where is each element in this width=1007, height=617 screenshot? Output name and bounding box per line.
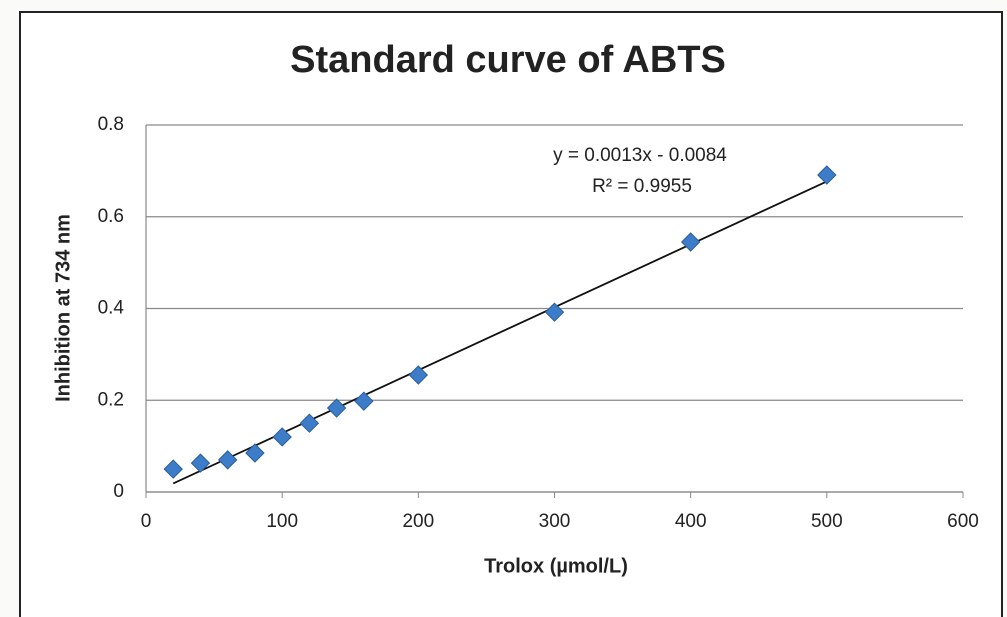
y-tick-label: 0.8 xyxy=(98,114,124,135)
y-tick-label: 0 xyxy=(113,481,124,502)
chart-frame xyxy=(20,12,1002,617)
y-tick-label: 0.2 xyxy=(98,389,124,410)
x-tick-label: 300 xyxy=(539,511,571,532)
y-axis-label: Inhibition at 734 nm xyxy=(52,214,74,402)
x-tick-label: 100 xyxy=(266,511,298,532)
x-tick-label: 400 xyxy=(675,511,707,532)
equation-annotation: y = 0.0013x - 0.0084 xyxy=(553,145,727,166)
y-tick-label: 0.4 xyxy=(98,298,125,319)
x-tick-label: 0 xyxy=(141,511,152,532)
chart: Standard curve of ABTS Trolox (µmol/L) I… xyxy=(0,0,1007,617)
r-squared-annotation: R² = 0.9955 xyxy=(592,176,692,197)
x-axis-label: Trolox (µmol/L) xyxy=(484,555,628,577)
y-tick-label: 0.6 xyxy=(98,206,124,227)
x-tick-label: 500 xyxy=(811,511,843,532)
chart-title: Standard curve of ABTS xyxy=(290,39,726,81)
x-tick-label: 600 xyxy=(947,511,979,532)
x-tick-label: 200 xyxy=(402,511,434,532)
